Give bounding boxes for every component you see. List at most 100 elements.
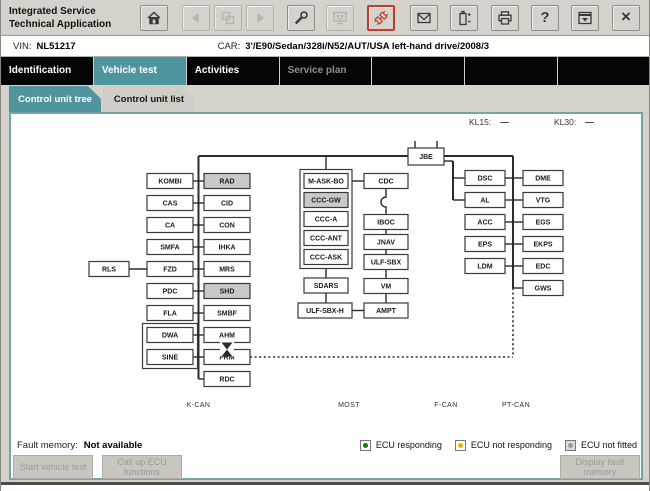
svg-text:EGS: EGS <box>536 220 551 227</box>
ecu-ldm[interactable]: LDM <box>464 257 506 275</box>
ecu-status-legend: ECU responding ECU not responding ECU not … <box>359 439 637 451</box>
ecu-egs[interactable]: EGS <box>522 213 564 231</box>
svg-text:JBE: JBE <box>419 154 433 161</box>
ecu-eps[interactable]: EPS <box>464 235 506 253</box>
toolbar-mail-button[interactable] <box>410 5 438 31</box>
nav-tab-activities[interactable]: Activities <box>186 57 280 85</box>
ecu-ekps[interactable]: EKPS <box>522 235 564 253</box>
ecu-fzd[interactable]: FZD <box>146 260 194 278</box>
bus-label-k-can: K-CAN <box>187 402 211 409</box>
vin-label: VIN: <box>13 40 32 52</box>
nav-tab-service-plan[interactable]: Service plan <box>279 57 373 85</box>
toolbar-close-button[interactable]: × <box>612 5 640 31</box>
ecu-sdars[interactable]: SDARS <box>303 277 349 294</box>
nav-tab-vehicle-test[interactable]: Vehicle test <box>93 57 187 85</box>
ecu-ccc-ask[interactable]: CCC-ASK <box>303 248 349 266</box>
home-icon <box>146 10 162 26</box>
ecu-ulf-sbx-h[interactable]: ULF-SBX-H <box>297 302 353 319</box>
ecu-shd[interactable]: SHD <box>203 282 251 300</box>
ecu-vm[interactable]: VM <box>363 277 409 295</box>
toolbar-workshop-button[interactable] <box>214 5 242 31</box>
svg-text:DME: DME <box>535 176 551 183</box>
kl15-indicator: KL15: — <box>469 117 509 127</box>
ecu-cid[interactable]: CID <box>203 194 251 212</box>
ecu-ampt[interactable]: AMPT <box>363 302 409 319</box>
monitor-icon <box>332 10 348 26</box>
ecu-rad[interactable]: RAD <box>203 172 251 190</box>
ecu-ahm[interactable]: AHM <box>203 326 251 344</box>
ecu-ccc-a[interactable]: CCC-A <box>303 210 349 228</box>
ecu-al[interactable]: AL <box>464 191 506 209</box>
svg-text:CCC-GW: CCC-GW <box>311 198 341 205</box>
fault-memory-value: Not available <box>83 439 143 451</box>
ecu-dsc[interactable]: DSC <box>464 169 506 187</box>
ecu-dme[interactable]: DME <box>522 169 564 187</box>
car-value: 3'/E90/Sedan/328i/N52/AUT/USA left-hand … <box>245 40 490 52</box>
kl30-label: KL30: <box>554 117 577 127</box>
kl30-value: — <box>585 117 594 127</box>
busy-hourglass-icon <box>220 341 234 357</box>
ecu-sine[interactable]: SINE <box>146 348 194 366</box>
legend-marker-icon <box>564 439 576 451</box>
ecu-edc[interactable]: EDC <box>522 257 564 275</box>
svg-text:JNAV: JNAV <box>377 240 395 247</box>
svg-text:SMFA: SMFA <box>160 245 179 252</box>
ecu-smbf[interactable]: SMBF <box>203 304 251 322</box>
ecu-jnav[interactable]: JNAV <box>363 233 409 251</box>
ecu-smfa[interactable]: SMFA <box>146 238 194 256</box>
toolbar-minimize-button[interactable] <box>571 5 599 31</box>
ecu-ca[interactable]: CA <box>146 216 194 234</box>
display-fault-memory-button[interactable]: Display fault memory <box>560 455 640 479</box>
kl15-label: KL15: <box>469 117 492 127</box>
svg-text:EDC: EDC <box>536 264 551 271</box>
ecu-group-dwa-sine <box>141 322 199 370</box>
toolbar-connector-button[interactable] <box>367 5 395 31</box>
nav-tab-identification[interactable]: Identification <box>1 57 94 85</box>
ecu-jbe[interactable]: JBE <box>407 147 445 166</box>
ecu-ccc-ant[interactable]: CCC-ANT <box>303 229 349 247</box>
ecu-mrs[interactable]: MRS <box>203 260 251 278</box>
svg-text:CID: CID <box>221 201 233 208</box>
svg-text:CCC-ASK: CCC-ASK <box>310 255 342 262</box>
legend-label: ECU not fitted <box>580 440 637 450</box>
ecu-con[interactable]: CON <box>203 216 251 234</box>
subtab-control-unit-list[interactable]: Control unit list <box>103 86 195 112</box>
help-icon: ? <box>540 9 550 26</box>
svg-text:PDC: PDC <box>163 289 178 296</box>
ecu-m-ask-bo[interactable]: M-ASK-BO <box>303 172 349 190</box>
ecu-cdc[interactable]: CDC <box>363 172 409 190</box>
ecu-kombi[interactable]: KOMBI <box>146 172 194 190</box>
ecu-vtg[interactable]: VTG <box>522 191 564 209</box>
svg-text:FLA: FLA <box>163 311 177 318</box>
toolbar-help-button[interactable]: ? <box>531 5 559 31</box>
ecu-fla[interactable]: FLA <box>146 304 194 322</box>
legend-ecu-responding: ECU responding <box>359 439 442 451</box>
subtab-control-unit-tree[interactable]: Control unit tree <box>9 86 101 112</box>
ecu-acc[interactable]: ACC <box>464 213 506 231</box>
ecu-iboc[interactable]: IBOC <box>363 213 409 231</box>
call-up-ecu-functions-button[interactable]: Call up ECU functions <box>102 455 182 479</box>
ecu-gws[interactable]: GWS <box>522 279 564 297</box>
toolbar-battery-button[interactable] <box>450 5 478 31</box>
window-bottom-margin <box>1 485 649 491</box>
kl15-value: — <box>500 117 509 127</box>
printer-icon <box>497 10 513 26</box>
ecu-dwa[interactable]: DWA <box>146 326 194 344</box>
ecu-rls[interactable]: RLS <box>88 260 130 278</box>
toolbar-forward-button[interactable] <box>246 5 274 31</box>
toolbar-home-button[interactable] <box>140 5 168 31</box>
start-vehicle-test-button[interactable]: Start vehicle test <box>13 455 93 479</box>
toolbar-wrench-button[interactable] <box>287 5 315 31</box>
nav-tab-empty <box>558 57 649 85</box>
toolbar-monitor-button[interactable] <box>326 5 354 31</box>
ecu-cas[interactable]: CAS <box>146 194 194 212</box>
bus-label-most: MOST <box>338 402 360 409</box>
svg-text:AMPT: AMPT <box>376 308 397 315</box>
toolbar-printer-button[interactable] <box>491 5 519 31</box>
ecu-ihka[interactable]: IHKA <box>203 238 251 256</box>
ecu-pdc[interactable]: PDC <box>146 282 194 300</box>
toolbar-back-button[interactable] <box>182 5 210 31</box>
ecu-rdc[interactable]: RDC <box>203 370 251 388</box>
ecu-ccc-gw[interactable]: CCC-GW <box>303 191 349 209</box>
ecu-ulf-sbx[interactable]: ULF-SBX <box>363 253 409 271</box>
